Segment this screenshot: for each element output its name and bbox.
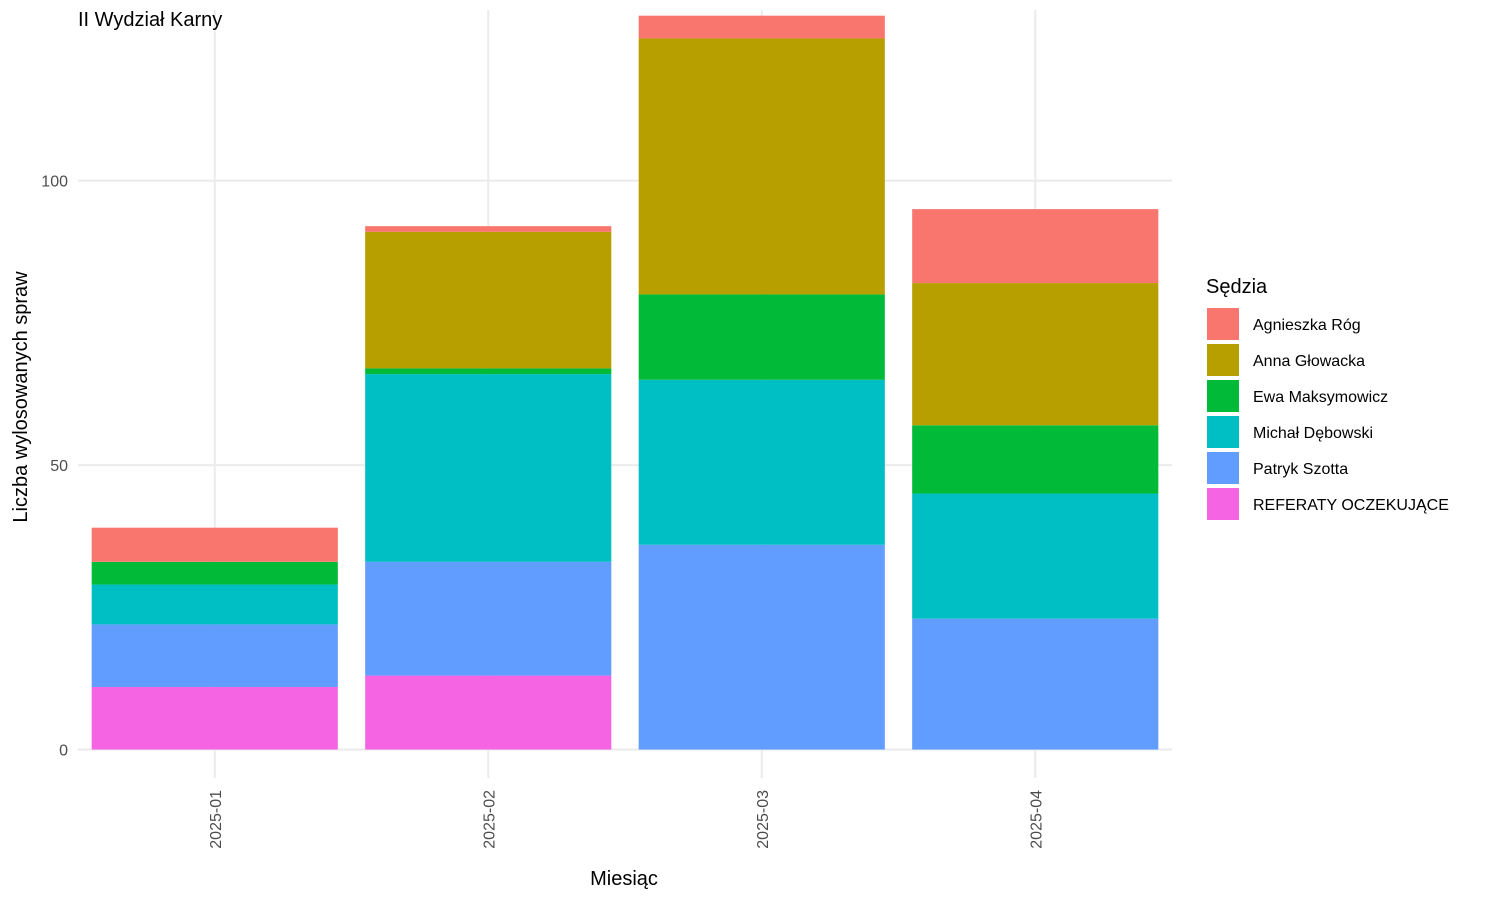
legend-label: Agnieszka Róg bbox=[1253, 317, 1361, 334]
bar-segment bbox=[365, 226, 612, 232]
bar-segment bbox=[365, 374, 612, 562]
bar-segment bbox=[365, 231, 612, 369]
bar-segment bbox=[91, 584, 338, 625]
bar-segment bbox=[365, 561, 612, 676]
bar-segment bbox=[912, 618, 1159, 750]
legend: Sędzia Agnieszka Róg Anna Głowacka Ewa Mak… bbox=[1206, 276, 1449, 520]
bars-layer bbox=[91, 15, 1159, 750]
chart-title: II Wydział Karny bbox=[78, 9, 222, 31]
y-tick-label: 100 bbox=[41, 174, 68, 191]
legend-swatch bbox=[1207, 344, 1239, 376]
legend-label: Michał Dębowski bbox=[1253, 425, 1373, 442]
legend-label: Anna Głowacka bbox=[1253, 353, 1365, 370]
bar-segment bbox=[638, 544, 885, 750]
bar-segment bbox=[638, 15, 885, 39]
bar-segment bbox=[365, 675, 612, 750]
y-tick-label: 0 bbox=[59, 743, 68, 760]
bar-segment bbox=[638, 38, 885, 295]
bar-segment bbox=[91, 686, 338, 750]
legend-swatch bbox=[1207, 452, 1239, 484]
legend-title: Sędzia bbox=[1206, 276, 1268, 298]
bar-segment bbox=[638, 294, 885, 380]
legend-items: Agnieszka Róg Anna Głowacka Ewa Maksymowic… bbox=[1207, 308, 1449, 520]
legend-label: REFERATY OCZEKUJĄCE bbox=[1253, 497, 1449, 514]
x-tick-label: 2025-01 bbox=[208, 790, 225, 849]
bar-segment bbox=[91, 624, 338, 687]
bar-segment bbox=[912, 283, 1159, 426]
x-tick-label: 2025-02 bbox=[481, 790, 498, 849]
y-tick-label: 50 bbox=[50, 458, 68, 475]
bar-segment bbox=[912, 493, 1159, 619]
x-tick-label: 2025-03 bbox=[755, 790, 772, 849]
legend-label: Patryk Szotta bbox=[1253, 461, 1348, 478]
bar-segment bbox=[912, 209, 1159, 284]
bar-segment bbox=[91, 527, 338, 562]
bar-segment bbox=[638, 379, 885, 545]
legend-swatch bbox=[1207, 380, 1239, 412]
axis-layer: 0 50 100 2025-01 2025-02 2025-03 2025-04 bbox=[41, 174, 1045, 849]
legend-swatch bbox=[1207, 308, 1239, 340]
bar-segment bbox=[365, 368, 612, 375]
legend-swatch bbox=[1207, 416, 1239, 448]
legend-label: Ewa Maksymowicz bbox=[1253, 389, 1388, 406]
x-axis-title: Miesiąc bbox=[590, 868, 658, 890]
bar-segment bbox=[91, 561, 338, 585]
y-axis-title: Liczba wylosowanych spraw bbox=[10, 271, 32, 523]
x-tick-label: 2025-04 bbox=[1028, 790, 1045, 849]
bar-segment bbox=[912, 425, 1159, 494]
legend-swatch bbox=[1207, 488, 1239, 520]
